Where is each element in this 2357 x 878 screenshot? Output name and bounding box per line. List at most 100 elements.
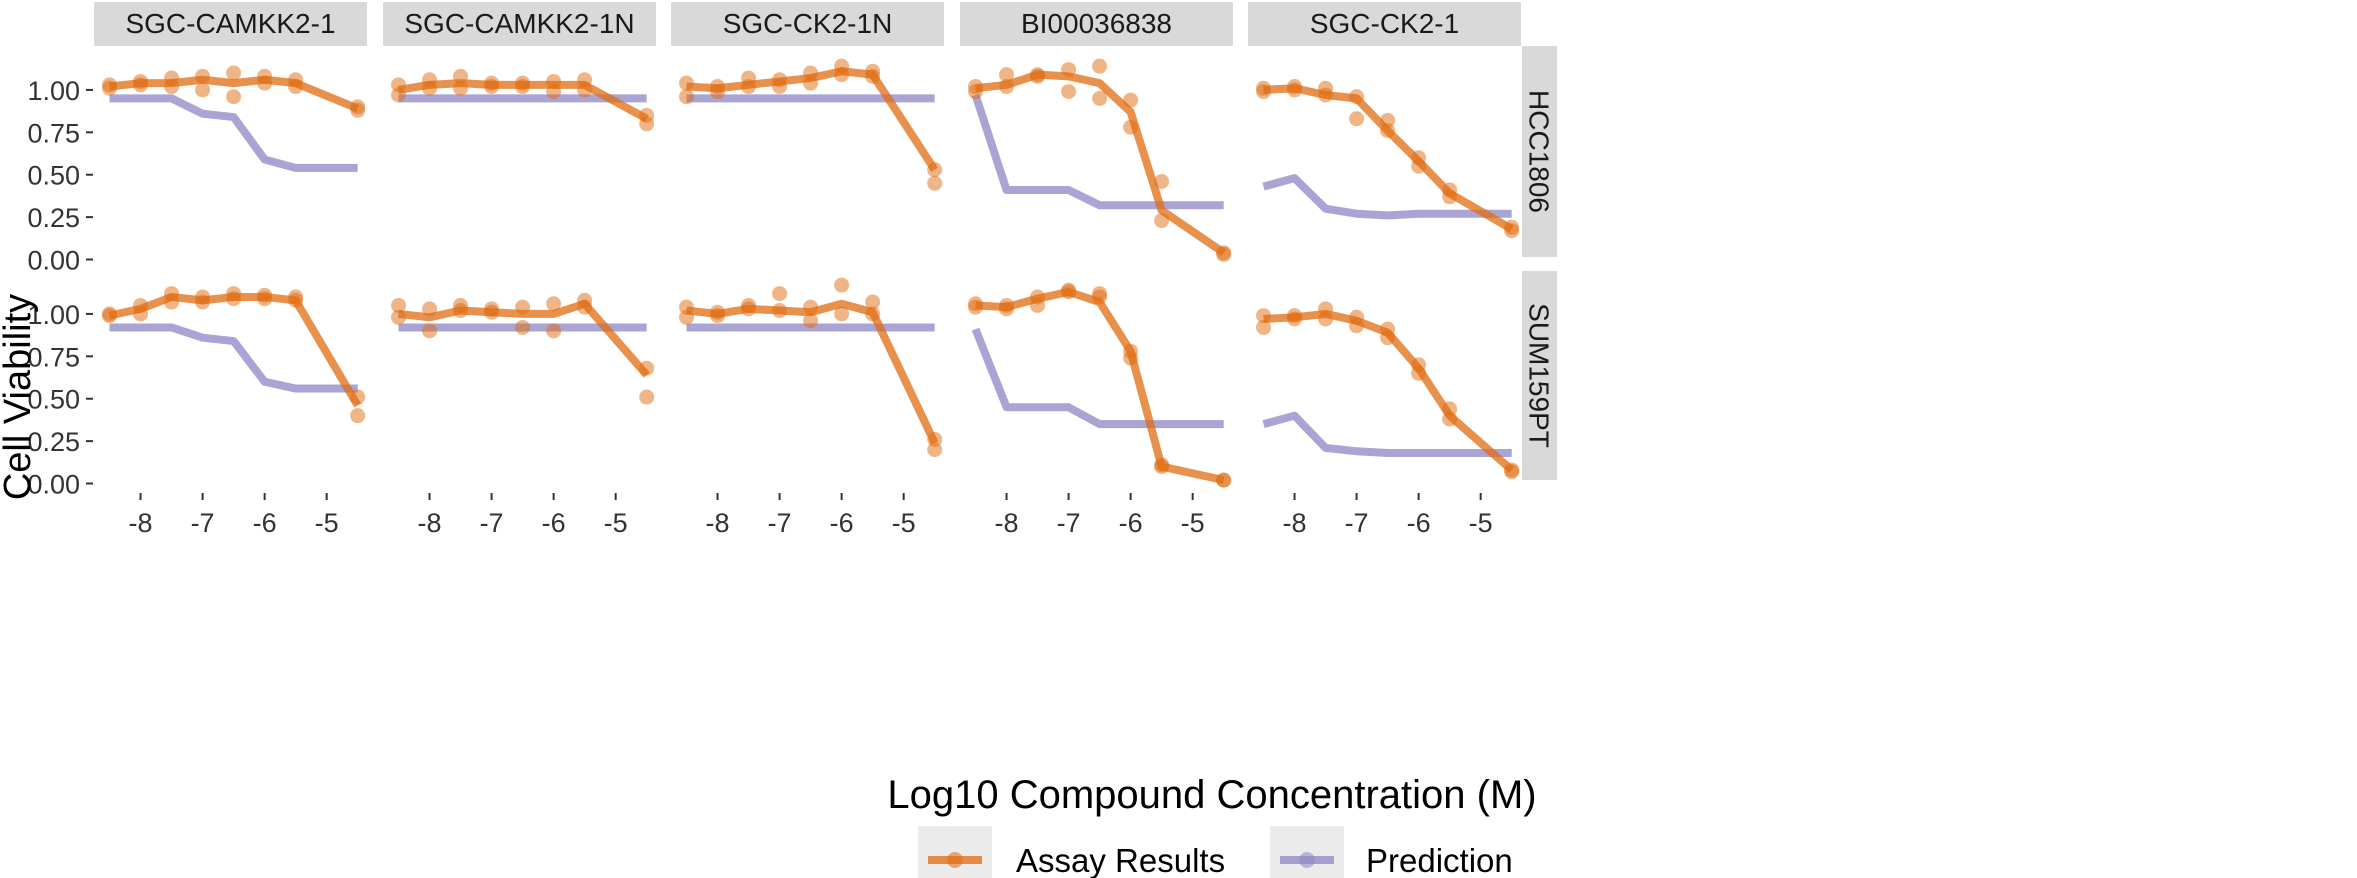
x-tick-label: -8 [995,508,1019,538]
panel-sum159pt-sgc-ck2-1n [679,277,943,458]
assay-point [834,306,850,322]
x-tick-label: -8 [418,508,442,538]
assay-point [257,287,273,303]
prediction-line [971,327,1224,429]
panel-hcc1806-sgc-camkk2-1n [391,68,655,132]
assay-point [1154,174,1170,190]
panel-hcc1806-sgc-camkk2-1 [102,65,366,172]
assay-point [1349,89,1365,105]
assay-point [515,319,531,335]
prediction-line [971,93,1224,210]
assay-line [975,287,1225,485]
assay-point [288,72,304,88]
panel-sum159pt-sgc-camkk2-1n [391,292,655,405]
assay-point [1287,79,1303,95]
legend-key-point-prediction [1299,852,1315,868]
prediction-line [109,323,358,393]
assay-point [927,431,943,447]
assay-point [1123,119,1139,135]
assay-point [350,408,366,424]
assay-point [803,299,819,315]
assay-point [639,389,655,405]
assay-point [710,79,726,95]
prediction-line [1262,174,1512,220]
x-tick-label: -7 [1057,508,1081,538]
assay-point [1411,357,1427,373]
strip-label-hcc1806: HCC1806 [1524,90,1555,213]
assay-point [1061,282,1077,298]
x-tick-label: -6 [1407,508,1431,538]
x-tick-label: -6 [253,508,277,538]
assay-point [1216,245,1232,261]
assay-point [453,297,469,313]
strip-label-bi00036838: BI00036838 [1021,8,1172,39]
strip-bg-sgc-ck2-1 [1248,2,1521,46]
assay-point [350,389,366,405]
legend-label-assay: Assay Results [1016,842,1225,878]
assay-point [1349,111,1365,127]
strip-label-sgc-ck2-1n: SGC-CK2-1N [723,8,893,39]
assay-point [834,277,850,293]
prediction-line [1262,411,1512,457]
assay-point [102,306,118,322]
assay-point [1380,112,1396,128]
x-tick-label: -7 [480,508,504,538]
assay-point [1092,90,1108,106]
assay-point [577,72,593,88]
y-tick-label: 0.00 [27,470,80,500]
assay-point [741,70,757,86]
assay-point [226,89,242,105]
assay-point [834,58,850,74]
x-tick-label: -7 [768,508,792,538]
assay-point [927,162,943,178]
assay-point [803,65,819,81]
panel-sum159pt-sgc-ck2-1 [1256,301,1520,480]
assay-point [865,63,881,79]
assay-point [1318,301,1334,317]
assay-point [1380,321,1396,337]
assay-point [515,75,531,91]
assay-line [1263,84,1514,233]
assay-point [195,68,211,84]
y-tick-label: 0.75 [27,342,80,372]
panel-hcc1806-sgc-ck2-1 [1256,79,1520,239]
y-tick-label: 0.25 [27,427,80,457]
y-axis: 0.00 0.25 0.50 0.75 1.00 0.00 0.25 0.50 0.75 1.00 [27,76,93,500]
assay-point [1504,462,1520,478]
legend: Assay Results Prediction [918,826,1513,878]
y-tick-label: 0.00 [27,246,80,276]
assay-point [391,77,407,93]
assay-point [288,289,304,305]
assay-point [772,72,788,88]
x-tick-label: -5 [604,508,628,538]
assay-point [422,323,438,339]
panel-hcc1806-sgc-ck2-1n [679,58,943,191]
assay-point [741,297,757,313]
x-tick-label: -5 [892,508,916,538]
strip-label-sum159pt: SUM159PT [1524,303,1555,448]
assay-point [546,323,562,339]
assay-point [639,360,655,376]
x-tick-label: -7 [191,508,215,538]
y-tick-label: 0.25 [27,203,80,233]
x-tick-label: -6 [1119,508,1143,538]
assay-point [1154,457,1170,473]
assay-point [1256,319,1272,335]
assay-point [1030,67,1046,83]
assay-point [1123,92,1139,108]
strip-label-sgc-camkk2-1: SGC-CAMKK2-1 [125,8,335,39]
x-tick-label: -7 [1345,508,1369,538]
strip-bg-sgc-ck2-1n [671,2,944,46]
y-tick-label: 0.75 [27,118,80,148]
assay-point [546,73,562,89]
assay-point [577,292,593,308]
assay-point [1061,62,1077,78]
assay-point [391,309,407,325]
assay-point [195,82,211,98]
assay-point [968,79,984,95]
y-tick-label: 0.50 [27,385,80,415]
assay-point [1092,58,1108,74]
assay-point [195,289,211,305]
legend-label-prediction: Prediction [1366,842,1513,878]
panels [102,58,1520,488]
